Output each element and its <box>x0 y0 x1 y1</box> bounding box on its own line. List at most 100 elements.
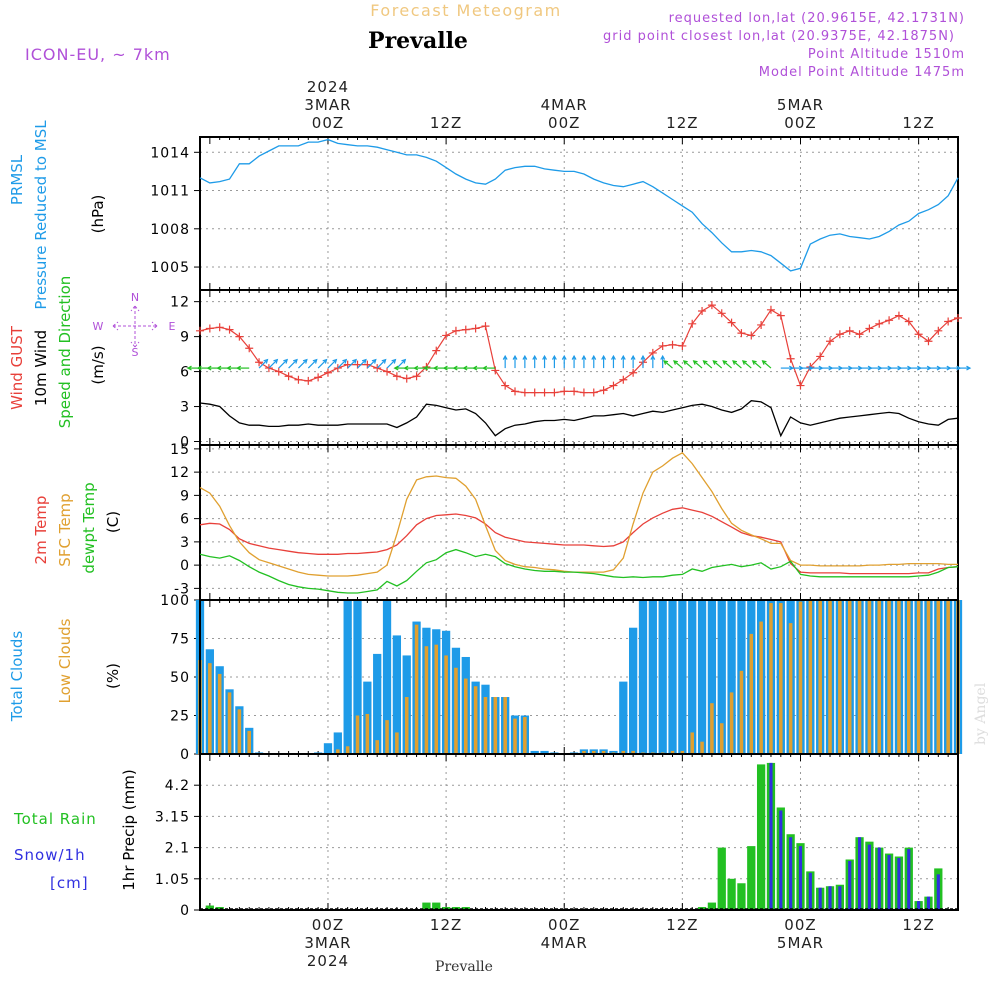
low-cloud-bar <box>847 600 852 754</box>
gust-marker <box>284 372 293 381</box>
rain-bar <box>422 902 431 910</box>
dewpoint-label: dewpt Temp <box>80 482 98 573</box>
total-cloud-bar <box>373 653 382 754</box>
y-tick-label: 25 <box>170 709 190 725</box>
compass-east: E <box>169 320 176 333</box>
low-cloud-bar <box>729 692 734 754</box>
y-tick-label: -3 <box>174 581 190 597</box>
wind-arrow-head <box>712 360 718 365</box>
bottom-time-label: 00Z <box>312 916 344 934</box>
wind-arrow <box>307 359 318 369</box>
snow-bar <box>789 837 793 910</box>
low-cloud-bar <box>936 600 941 754</box>
gust-marker <box>274 367 283 376</box>
gust-marker <box>255 358 264 367</box>
low-cloud-bar <box>513 718 517 754</box>
pressure-panel: 1005 1008 1011 1014 <box>150 136 959 291</box>
low-cloud-bar <box>690 732 694 754</box>
gust-marker <box>904 317 913 326</box>
gust-marker <box>530 388 539 397</box>
wind-arrow-head <box>403 365 409 371</box>
y-tick-label: 4.2 <box>165 778 190 794</box>
wind-arrow-head <box>751 360 757 365</box>
wind-arrow-head <box>352 358 357 364</box>
gust-marker <box>747 331 756 340</box>
gust-marker <box>323 368 332 377</box>
wind-arrow-head <box>413 365 419 371</box>
snow-bar <box>798 846 803 910</box>
low-cloud-bar <box>700 741 704 754</box>
snow-bar <box>779 810 783 910</box>
low-cloud-bar <box>237 709 242 754</box>
y-tick-label: 1014 <box>150 145 190 161</box>
wind-arrow-head <box>361 358 367 364</box>
wind-arrow-head <box>332 358 338 364</box>
low-cloud-bar <box>946 600 950 754</box>
top-time-label: 00Z <box>548 114 580 132</box>
bottom-time-label: 5MAR <box>777 934 824 952</box>
gust-marker <box>776 311 785 320</box>
wind-arrow-head <box>561 354 567 360</box>
low-cloud-bar <box>838 600 842 754</box>
wind-arrow-head <box>673 360 679 365</box>
wind-arrow <box>663 360 673 369</box>
wind-arrow <box>722 360 732 369</box>
panel-frame <box>199 753 959 911</box>
low-cloud-bar <box>601 750 606 754</box>
snow-label: Snow/1h <box>14 846 86 864</box>
snow-bar <box>828 886 832 910</box>
wind-arrow <box>258 359 268 369</box>
rain-bar <box>205 905 214 910</box>
wind-arrow-head <box>591 354 597 360</box>
gridpoint-coords: grid point closest lon,lat (20.9375E, 42… <box>603 29 955 44</box>
wind-arrow <box>742 360 752 369</box>
y-tick-label: 0 <box>180 558 190 574</box>
wind-arrow <box>288 359 298 369</box>
panel-frame <box>199 753 959 911</box>
gust-marker <box>826 337 835 346</box>
low-cloud-bar <box>217 673 222 754</box>
wind-arrow-head <box>551 354 557 360</box>
sfc-temp-label: SFC Temp <box>56 493 74 566</box>
low-cloud-bar <box>464 678 468 754</box>
low-cloud-bar <box>523 717 527 754</box>
wind-arrow <box>732 360 742 369</box>
wind-arrow <box>298 359 308 369</box>
snow-bar <box>926 896 931 910</box>
wind-arrow <box>357 359 367 369</box>
wind-arrow-head <box>512 354 518 360</box>
wind-arrow-head <box>611 354 616 360</box>
wind-arrow-head <box>692 360 698 365</box>
y-tick-label: 9 <box>180 330 190 346</box>
gust-marker <box>924 337 933 346</box>
bottom-time-label: 12Z <box>430 916 462 934</box>
gust-marker <box>629 368 638 377</box>
y-tick-label: 1.05 <box>155 872 190 888</box>
gust-marker <box>373 364 382 373</box>
compass-north: N <box>131 291 139 304</box>
wind-arrow-head <box>620 354 626 360</box>
temp-unit: (C) <box>104 511 122 533</box>
wind-arrow-head <box>292 358 298 364</box>
gust-marker <box>225 325 234 334</box>
wind-direction-label: Speed and Direction <box>56 276 74 429</box>
y-tick-label: 0 <box>180 747 190 763</box>
wind-arrow-head <box>741 360 747 365</box>
gust-marker <box>717 309 726 318</box>
compass-south: S <box>132 346 139 359</box>
wind-arrow <box>712 360 723 369</box>
precip-panel: 0 1.05 2.1 3.15 4.2 <box>155 753 959 919</box>
wind-arrow-head <box>322 358 328 364</box>
bottom-time-label: 2024 <box>307 952 349 970</box>
total-cloud-bar <box>648 600 657 754</box>
bottom-time-label: 3MAR <box>304 934 351 952</box>
y-tick-label: 50 <box>170 670 190 686</box>
top-time-label: 12Z <box>430 114 462 132</box>
wind-arrow-head <box>432 365 438 371</box>
temperature-panel: -3 0 3 6 9 12 15 <box>170 442 959 601</box>
gust-marker <box>442 331 451 340</box>
gust-marker <box>304 376 313 385</box>
y-tick-label: 0 <box>180 435 190 451</box>
gust-marker <box>668 340 677 349</box>
